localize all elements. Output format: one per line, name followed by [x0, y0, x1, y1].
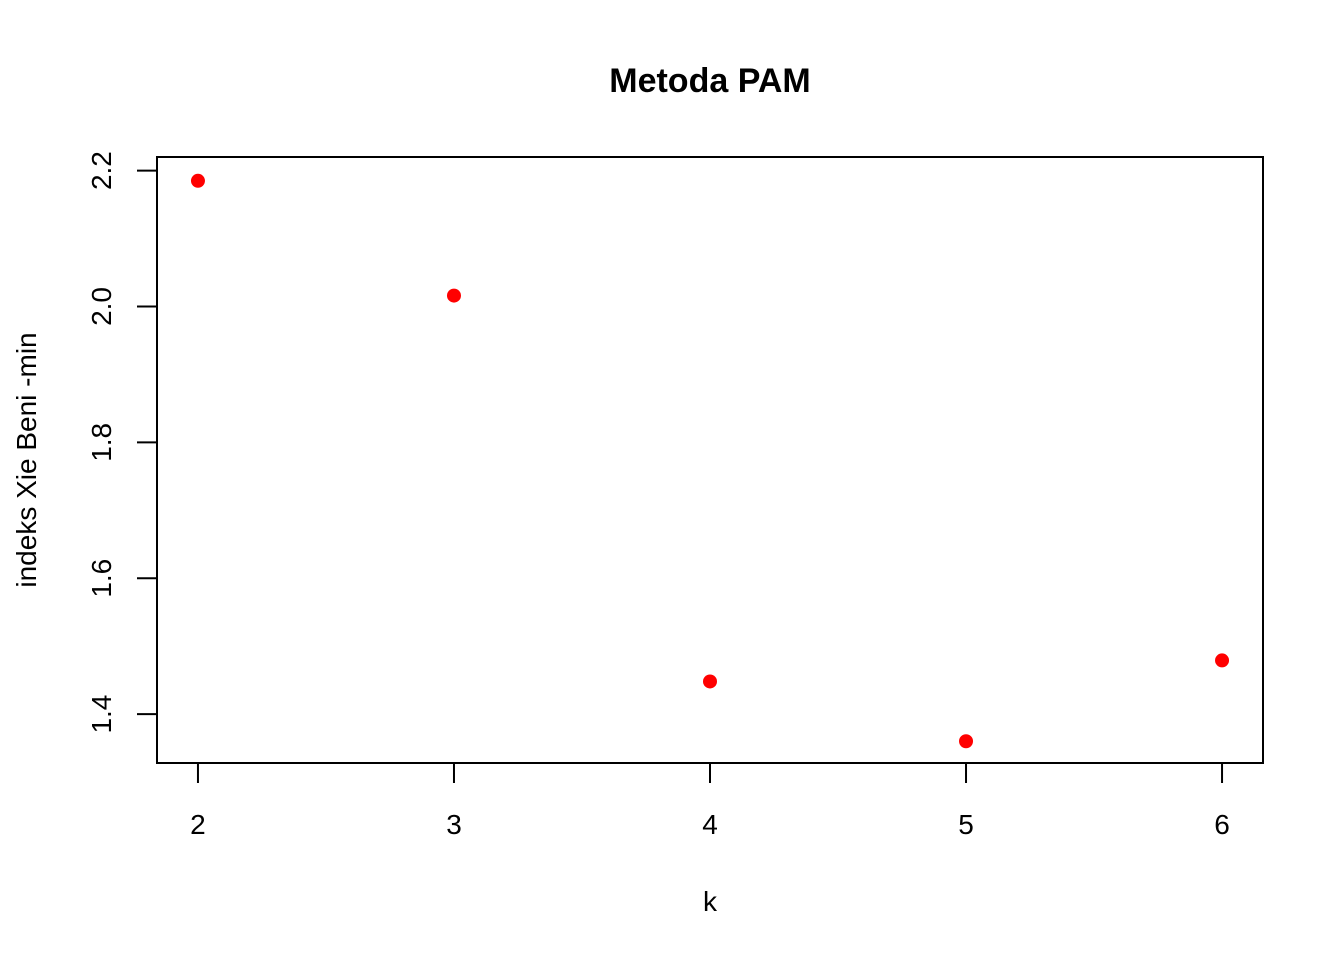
y-tick-label: 1.6: [86, 559, 117, 598]
data-point: [959, 734, 974, 749]
x-tick-label: 5: [958, 809, 974, 840]
x-axis-label: k: [703, 886, 718, 917]
y-axis-label: indeks Xie Beni -min: [11, 332, 42, 587]
chart-title: Metoda PAM: [609, 62, 810, 100]
data-point: [1215, 653, 1230, 668]
data-points: [190, 173, 1230, 749]
y-axis: 1.4 1.6 1.8 2.0 2.2: [86, 151, 158, 734]
y-tick-label: 2.0: [86, 287, 117, 326]
x-axis: 2 3 4 5 6: [190, 762, 1230, 840]
x-tick-label: 4: [702, 809, 718, 840]
x-tick-label: 6: [1214, 809, 1230, 840]
x-tick-label: 3: [446, 809, 462, 840]
data-point: [190, 173, 205, 188]
y-tick-label: 1.4: [86, 695, 117, 734]
data-point: [703, 674, 717, 689]
x-tick-label: 2: [190, 809, 206, 840]
y-tick-label: 1.8: [86, 423, 117, 462]
data-point: [446, 288, 461, 303]
plot-frame: [156, 156, 1264, 764]
y-tick-label: 2.2: [86, 151, 117, 190]
